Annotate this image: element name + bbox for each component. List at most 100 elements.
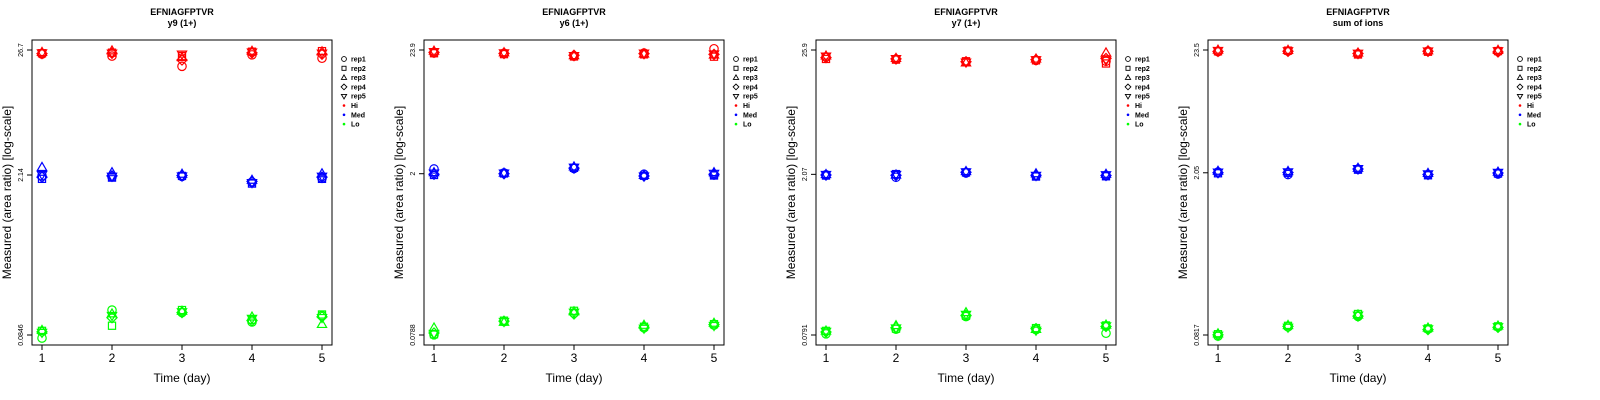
- legend-label: Med: [351, 112, 365, 119]
- data-point: [708, 50, 720, 61]
- data-point: [1100, 56, 1112, 67]
- legend-label: rep4: [351, 84, 366, 91]
- data-point: [498, 46, 510, 57]
- x-tick-label: 5: [1103, 351, 1110, 365]
- legend-swatch: [734, 113, 738, 117]
- y-tick-label: 25.9: [802, 43, 809, 57]
- y-tick-label: 0.0788: [410, 324, 417, 346]
- data-point: [107, 51, 117, 61]
- data-point: [316, 313, 328, 324]
- data-point: [638, 49, 650, 60]
- data-point: [316, 318, 328, 329]
- legend-label: rep5: [351, 94, 366, 101]
- data-point: [176, 50, 188, 61]
- data-point: [708, 169, 720, 180]
- legend-marker: [1124, 83, 1132, 91]
- data-point: [498, 317, 510, 328]
- data-point: [1422, 44, 1434, 55]
- data-point: [1212, 331, 1224, 342]
- legend-marker: [732, 93, 740, 100]
- legend-label: rep3: [1135, 75, 1150, 82]
- data-point: [176, 172, 188, 183]
- legend-label: rep1: [743, 57, 758, 64]
- y-tick-label: 26.7: [18, 43, 25, 57]
- legend-swatch: [734, 122, 738, 126]
- data-point: [638, 172, 650, 183]
- legend-label: Hi: [351, 103, 358, 110]
- data-point: [1030, 171, 1042, 182]
- data-point: [638, 169, 650, 179]
- data-point: [246, 314, 258, 325]
- x-tick-label: 1: [823, 351, 830, 365]
- data-point: [106, 311, 118, 324]
- data-point: [317, 53, 327, 64]
- legend-label: Lo: [1135, 122, 1144, 129]
- data-point: [1212, 168, 1224, 179]
- legend-marker: [1125, 65, 1131, 71]
- x-tick-label: 2: [109, 351, 116, 365]
- data-point: [1422, 47, 1434, 58]
- data-point: [1282, 323, 1294, 334]
- y-axis-label: Measured (area ratio) [log-scale]: [784, 106, 798, 279]
- x-axis-label: Time (day): [154, 371, 211, 385]
- data-point: [708, 321, 720, 332]
- x-axis-label: Time (day): [1330, 371, 1387, 385]
- data-point: [1352, 311, 1364, 322]
- x-tick-label: 4: [249, 351, 256, 365]
- chart-title: EFNIAGFPTVR: [934, 7, 998, 17]
- data-point: [176, 54, 188, 66]
- data-point: [1030, 323, 1042, 333]
- legend-label: rep1: [1527, 57, 1542, 64]
- x-tick-label: 5: [319, 351, 326, 365]
- data-point: [316, 172, 328, 183]
- data-point: [1030, 56, 1042, 66]
- legend-label: Hi: [1527, 103, 1534, 110]
- data-point: [568, 51, 580, 62]
- data-point: [568, 308, 580, 319]
- data-point: [890, 52, 902, 63]
- legend-swatch: [734, 104, 738, 107]
- data-point: [246, 310, 258, 321]
- data-point: [1352, 165, 1364, 175]
- legend-label: rep1: [351, 57, 366, 64]
- data-point: [36, 161, 48, 172]
- y-tick-label: 23.9: [410, 43, 417, 57]
- legend-swatch: [1126, 104, 1130, 107]
- x-axis-label: Time (day): [938, 371, 995, 385]
- legend-marker: [733, 56, 739, 62]
- legend-marker: [340, 73, 348, 80]
- data-point: [960, 165, 972, 176]
- data-point: [1492, 323, 1504, 333]
- y-axis-label: Measured (area ratio) [log-scale]: [392, 106, 406, 279]
- data-point: [498, 166, 510, 177]
- data-point: [106, 311, 118, 322]
- legend-label: Med: [743, 112, 757, 119]
- legend-marker: [1517, 65, 1523, 71]
- data-point: [1100, 46, 1112, 57]
- y-tick-label: 2.05: [1194, 166, 1201, 180]
- x-tick-label: 1: [1215, 351, 1222, 365]
- y-tick-label: 23.5: [1194, 43, 1201, 57]
- data-point: [428, 47, 440, 58]
- x-tick-label: 3: [179, 351, 186, 365]
- legend-label: Hi: [743, 103, 750, 110]
- legend-marker: [1517, 56, 1523, 62]
- plot-frame: [1207, 39, 1509, 346]
- data-point: [1100, 171, 1112, 181]
- legend-label: rep5: [1135, 94, 1150, 101]
- x-tick-label: 3: [571, 351, 578, 365]
- data-point: [1282, 168, 1294, 179]
- data-point: [820, 52, 832, 63]
- data-point: [960, 310, 972, 321]
- x-axis-label: Time (day): [546, 371, 603, 385]
- legend-marker: [340, 83, 348, 91]
- data-point: [428, 321, 440, 332]
- data-point: [428, 329, 440, 340]
- data-point: [820, 168, 832, 179]
- chart-subtitle: y9 (1+): [168, 18, 197, 28]
- y-axis-label: Measured (area ratio) [log-scale]: [1176, 106, 1190, 279]
